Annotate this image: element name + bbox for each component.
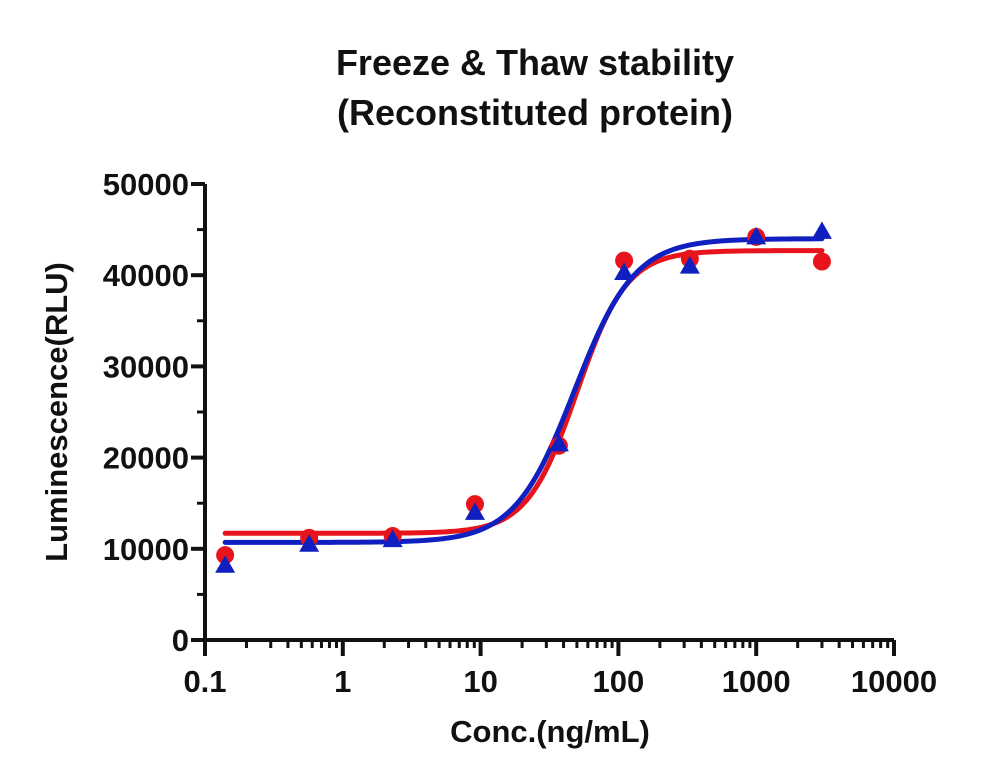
fit-curve-series-1: [222, 248, 825, 536]
x-tick-label: 10000: [851, 664, 937, 699]
data-point-series-2: [382, 529, 403, 548]
data-point-series-2: [614, 262, 635, 280]
data-point-series-1: [615, 251, 634, 270]
x-tick-label: 1: [334, 664, 351, 699]
x-tick-label: 100: [593, 664, 645, 699]
chart-title-line-1: Freeze & Thaw stability: [336, 42, 734, 83]
data-point-series-1: [812, 252, 831, 271]
data-point-series-1: [216, 546, 235, 565]
fit-curve-series-2: [222, 236, 825, 545]
data-point-series-2: [746, 226, 767, 245]
data-point-series-2: [679, 256, 700, 274]
y-tick-label: 30000: [103, 349, 189, 384]
x-tick-label: 1000: [722, 664, 791, 699]
y-tick-label: 0: [172, 623, 189, 658]
y-tick-label: 40000: [103, 258, 189, 293]
y-axis-label: Luminescence(RLU): [39, 262, 74, 562]
plot-area: 0 10000 20000 30000 40000 50000 0.1 1 10 100 1000 1…: [103, 167, 937, 699]
data-point-series-2: [464, 502, 485, 520]
x-tick-label: 0.1: [183, 664, 226, 699]
y-tick-label: 10000: [103, 532, 189, 567]
data-point-series-2: [215, 555, 236, 573]
x-tick-label: 10: [463, 664, 497, 699]
data-point-series-2: [811, 221, 832, 239]
chart-title-line-2: (Reconstituted protein): [337, 92, 733, 133]
x-axis-label: Conc.(ng/mL): [450, 714, 650, 749]
y-tick-label: 20000: [103, 441, 189, 476]
data-point-series-2: [299, 534, 320, 552]
y-tick-label: 50000: [103, 167, 189, 202]
data-point-series-2: [548, 433, 569, 452]
